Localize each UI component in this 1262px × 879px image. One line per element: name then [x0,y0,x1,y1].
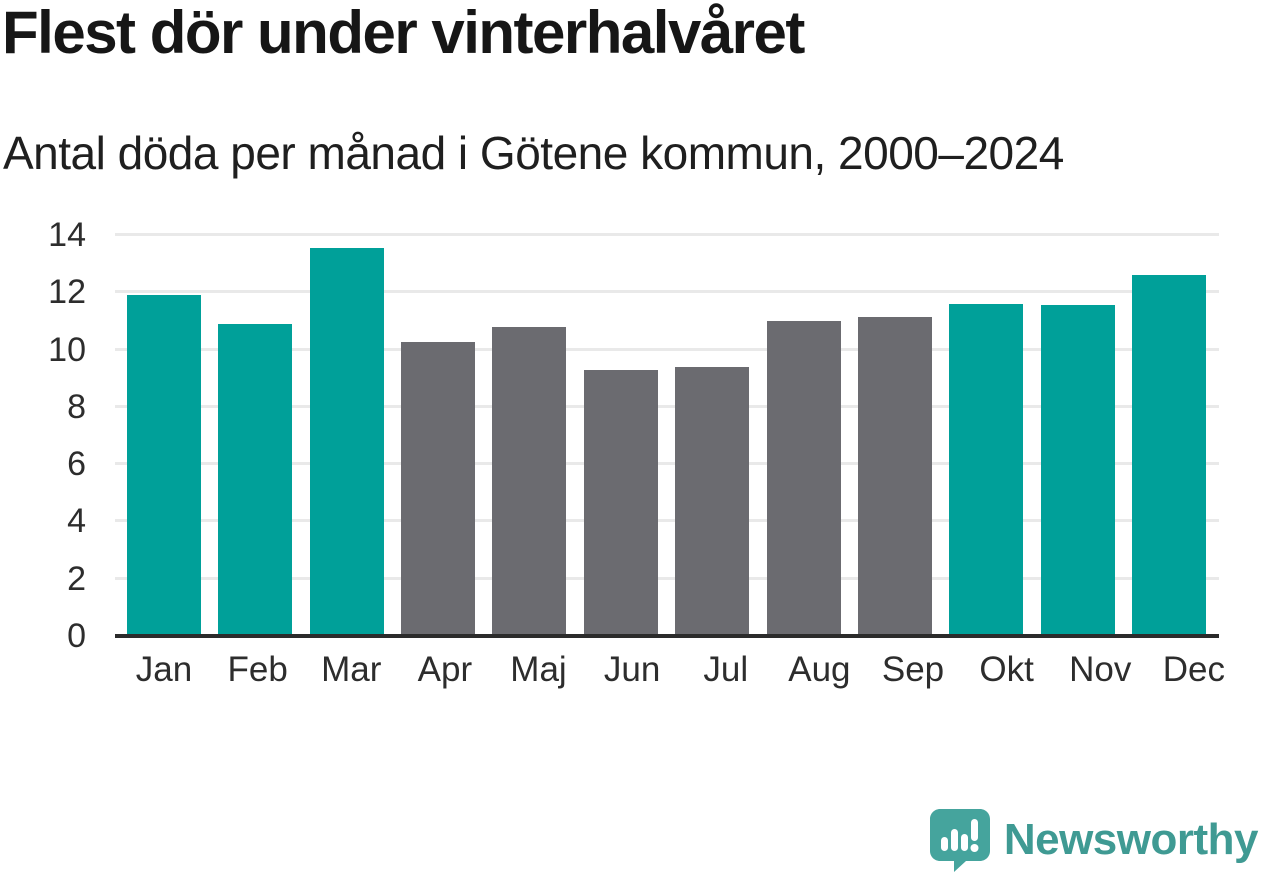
y-tick-label-4: 4 [67,502,86,541]
x-tick-label-feb: Feb [227,650,288,689]
gridline-8 [115,404,1219,408]
bar-series [115,235,1219,636]
x-tick-label-jan: Jan [135,650,193,689]
y-tick-label-10: 10 [48,330,86,369]
x-tick-label-jun: Jun [603,650,661,689]
gridline-14 [115,233,1219,236]
x-tick-label-aug: Aug [788,650,851,689]
y-tick-label-0: 0 [67,617,86,655]
bar-aug [766,320,841,636]
plot-area [115,233,1219,638]
y-tick-label-14: 14 [48,216,86,254]
gridline-6 [115,462,1219,466]
x-tick-label-okt: Okt [979,650,1034,689]
gridline-4 [115,519,1219,523]
y-tick-label-12: 12 [48,273,86,312]
bar-nov [1040,305,1115,636]
bar-okt [949,303,1024,636]
x-tick-label-sep: Sep [881,650,945,689]
x-tick-label-apr: Apr [417,650,473,689]
bar-apr [401,342,476,636]
x-axis-labels: Jan Feb Mar Apr Maj Jun Jul Aug Sep Okt Nov Dec [115,650,1244,690]
gridline-2 [115,576,1219,580]
brand-name: Newsworthy [1003,815,1259,864]
x-tick-label-dec: Dec [1162,650,1225,689]
x-tick-label-maj: Maj [510,650,567,689]
x-axis-line [115,634,1219,638]
bar-maj [492,326,567,636]
gridline-12 [115,290,1219,294]
y-tick-label-6: 6 [67,445,86,484]
chart-title: Flest dör under vinterhalvåret [2,0,805,66]
y-tick-label-8: 8 [67,387,86,426]
bar-mar [309,247,384,636]
gridline-10 [115,347,1219,351]
x-tick-label-mar: Mar [321,650,382,689]
bar-sep [857,316,932,636]
bar-dec [1131,275,1206,636]
y-tick-label-2: 2 [67,559,86,598]
x-tick-label-nov: Nov [1069,650,1132,689]
y-axis-labels: 0 2 4 6 8 10 12 14 [0,216,86,655]
bar-jan [127,295,201,636]
newsworthy-logo-icon [929,809,990,872]
bar-jul [675,366,750,636]
x-tick-label-jul: Jul [703,650,749,689]
brand-footer: Newsworthy [928,806,1259,874]
chart-subtitle: Antal döda per månad i Götene kommun, 20… [3,127,1064,179]
bar-feb [218,323,293,636]
bar-jun [583,369,658,636]
